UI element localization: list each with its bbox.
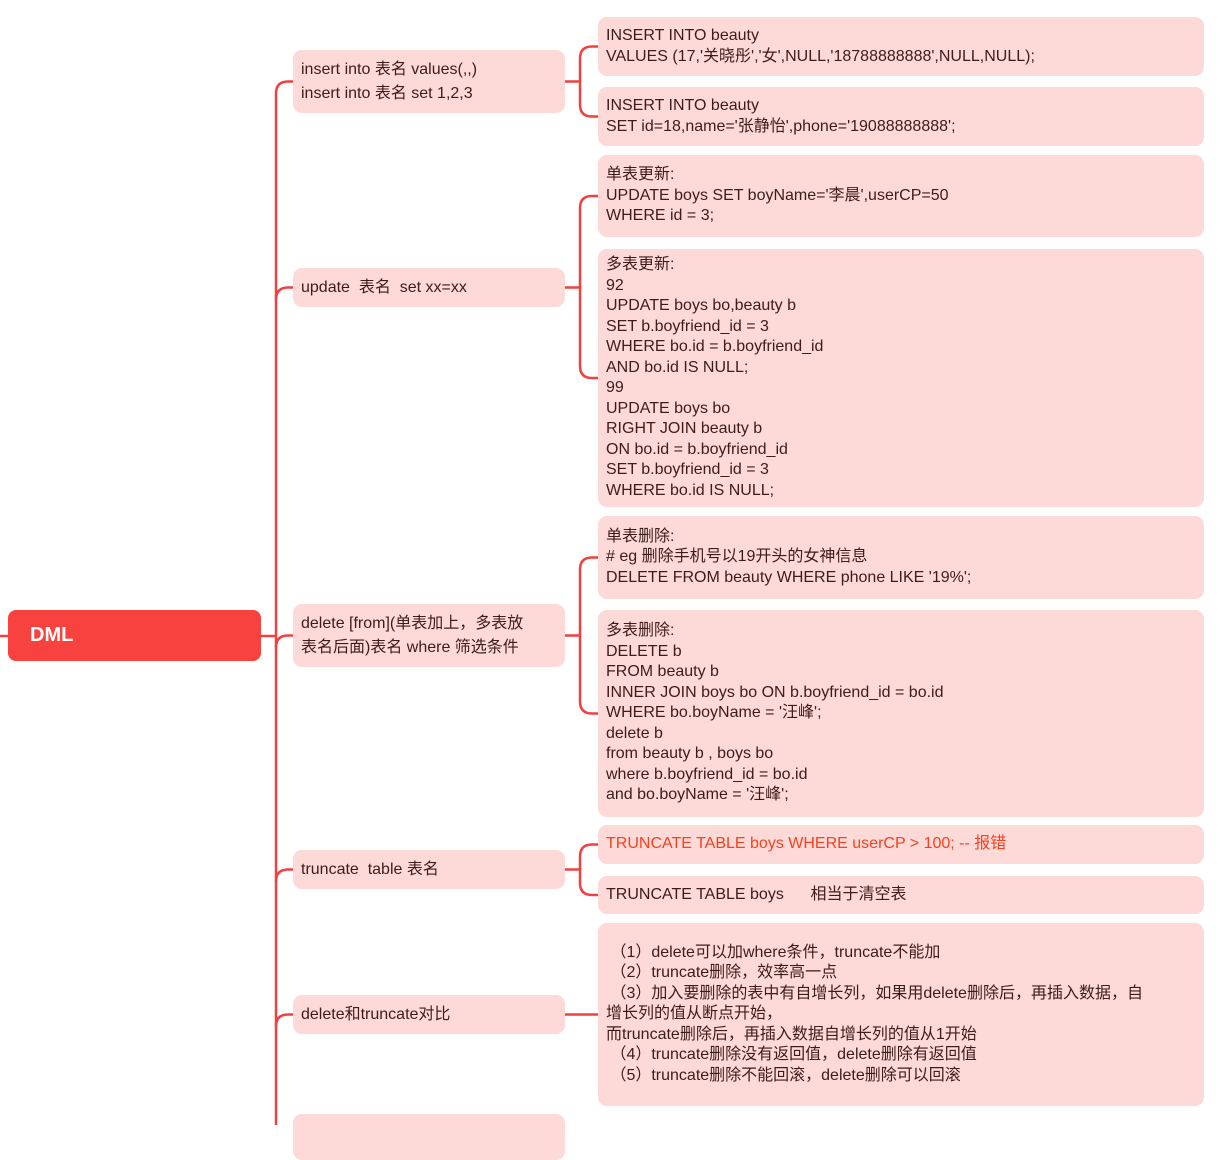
branch-label-line: truncate table 表名: [301, 860, 439, 878]
detail-line: SET b.boyfriend_id = 3: [606, 461, 769, 478]
detail-node[interactable]: 多表更新: 92 UPDATE boys bo,beauty b SET b.boyf…: [598, 249, 1204, 507]
detail-line: 多表更新:: [606, 256, 675, 273]
branch-node[interactable]: [293, 1114, 565, 1160]
detail-line: （3）加入要删除的表中有自增长列，如果用delete删除后，再插入数据，自: [606, 984, 1143, 1002]
detail-node[interactable]: 单表删除: # eg 删除手机号以19开头的女神信息 DELETE FROM bea…: [598, 516, 1204, 599]
detail-line: DELETE b: [606, 642, 682, 660]
detail-line: ON bo.id = b.boyfriend_id: [606, 440, 788, 458]
detail-line: （1）delete可以加where条件，truncate不能加: [606, 943, 941, 961]
branch-node[interactable]: truncate table 表名: [293, 850, 565, 889]
detail-line: TRUNCATE TABLE boys WHERE userCP > 100; …: [606, 835, 1007, 853]
detail-node[interactable]: 多表删除: DELETE b FROM beauty b INNER JOIN boy…: [598, 610, 1204, 817]
detail-line: VALUES (17,'关晓彤','女',NULL,'18788888888',…: [606, 47, 1035, 65]
branch-node[interactable]: delete和truncate对比: [293, 995, 565, 1034]
detail-line: SET b.boyfriend_id = 3: [606, 317, 769, 335]
detail-line: 92: [606, 276, 624, 294]
detail-line: where b.boyfriend_id = bo.id: [606, 765, 808, 783]
branch-node[interactable]: delete [from](单表加上，多表放 表名后面)表名 where 筛选条件: [293, 604, 565, 667]
branch-label-line: update 表名 set xx=xx: [301, 278, 467, 296]
detail-line: 单表更新:: [606, 166, 675, 184]
branch-label-line: insert into 表名 values(,,): [301, 60, 478, 78]
detail-line: 单表删除:: [606, 527, 675, 545]
detail-node[interactable]: TRUNCATE TABLE boys WHERE userCP > 100; …: [598, 825, 1204, 864]
detail-line: SET id=18,name='张静怡',phone='19088888888'…: [606, 117, 956, 135]
detail-line: UPDATE boys SET boyName='李晨',userCP=50: [606, 186, 949, 204]
detail-line: WHERE bo.boyName = '汪峰';: [606, 704, 822, 722]
connector-line: [274, 1013, 293, 1027]
detail-line: RIGHT JOIN beauty b: [606, 420, 763, 437]
detail-line: （2）truncate删除，效率高一点: [606, 964, 838, 982]
detail-line: DELETE FROM beauty WHERE phone LIKE '19%…: [606, 568, 972, 586]
detail-node[interactable]: INSERT INTO beauty SET id=18,name='张静怡',p…: [598, 87, 1204, 146]
detail-line: TRUNCATE TABLE boys 相当于清空表: [606, 885, 907, 903]
detail-line: WHERE bo.id IS NULL;: [606, 481, 775, 499]
connector-line: [274, 80, 293, 94]
connector-line: [578, 45, 598, 118]
connector-line: [274, 634, 293, 648]
root-node-dml[interactable]: DML: [8, 610, 261, 661]
detail-line: （5）truncate删除不能回滚，delete删除可以回滚: [606, 1066, 961, 1084]
detail-line: WHERE bo.id = b.boyfriend_id: [606, 338, 824, 355]
detail-line: 增长列的值从断点开始，: [606, 1005, 783, 1023]
detail-node[interactable]: 单表更新: UPDATE boys SET boyName='李晨',userCP…: [598, 155, 1204, 237]
branch-node[interactable]: update 表名 set xx=xx: [293, 268, 565, 307]
branch-label-line: delete [from](单表加上，多表放: [301, 614, 524, 632]
detail-line: # eg 删除手机号以19开头的女神信息: [606, 548, 868, 566]
detail-line: INSERT INTO beauty: [606, 27, 759, 44]
connector-line: [578, 194, 598, 380]
detail-node[interactable]: （1）delete可以加where条件，truncate不能加 （2）trunc…: [598, 923, 1204, 1106]
detail-node[interactable]: INSERT INTO beauty VALUES (17,'关晓彤','女',N…: [598, 17, 1204, 76]
connector-lines: [0, 45, 598, 1125]
connector-line: [578, 556, 598, 715]
detail-line: delete b: [606, 724, 663, 742]
connector-line: [274, 286, 293, 300]
detail-line: AND bo.id IS NULL;: [606, 358, 749, 376]
connector-line: [578, 843, 598, 897]
branch-label-line: delete和truncate对比: [301, 1005, 451, 1023]
branch-label-line: 表名后面)表名 where 筛选条件: [301, 638, 519, 656]
detail-line: INSERT INTO beauty: [606, 97, 759, 114]
detail-line: （4）truncate删除没有返回值，delete删除有返回值: [606, 1046, 977, 1064]
detail-line: 多表删除:: [606, 622, 675, 640]
detail-line: INNER JOIN boys bo ON b.boyfriend_id = b…: [606, 683, 944, 701]
detail-line: and bo.boyName = '汪峰';: [606, 786, 789, 804]
detail-line: from beauty b , boys bo: [606, 745, 774, 763]
detail-line: 99: [606, 379, 624, 396]
detail-line: UPDATE boys bo,beauty b: [606, 297, 797, 314]
connector-line: [274, 868, 293, 882]
detail-line: UPDATE boys bo: [606, 399, 731, 417]
branch-node[interactable]: insert into 表名 values(,,) insert into 表名 …: [293, 50, 565, 113]
branch-label-line: insert into 表名 set 1,2,3: [301, 84, 473, 102]
detail-node[interactable]: TRUNCATE TABLE boys 相当于清空表: [598, 876, 1204, 914]
detail-line: 而truncate删除后，再插入数据自增长列的值从1开始: [606, 1025, 977, 1043]
detail-line: FROM beauty b: [606, 663, 719, 681]
detail-line: WHERE id = 3;: [606, 207, 715, 225]
